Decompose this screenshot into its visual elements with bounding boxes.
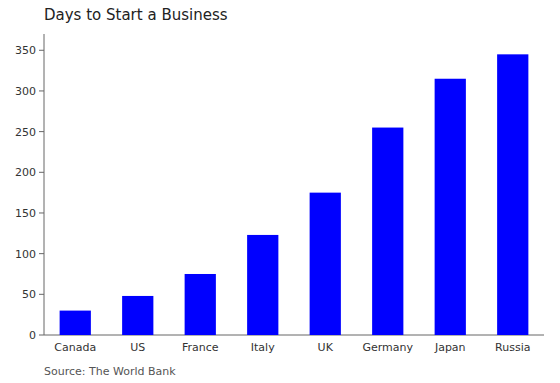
y-tick-label: 0: [29, 329, 36, 342]
bar: [497, 54, 528, 335]
bar: [372, 128, 403, 335]
y-axis: 0 50 100 150 200 250 300 350: [15, 34, 44, 342]
subtitle: Source: The World Bank: [44, 365, 176, 378]
x-tick-label: France: [182, 341, 219, 354]
y-tick: [39, 131, 44, 132]
chart-svg: Days to Start a Business Source: The Worl…: [0, 0, 560, 383]
y-tick-label: 100: [15, 248, 36, 261]
x-tick-label: Japan: [434, 341, 466, 354]
x-tick-label: Russia: [495, 341, 530, 354]
title: Days to Start a Business: [44, 6, 228, 24]
y-tick-label: 150: [15, 207, 36, 220]
x-tick-label: US: [130, 341, 145, 354]
y-tick: [39, 253, 44, 254]
chart-container: Days to Start a Business Source: The Worl…: [0, 0, 560, 383]
y-tick: [39, 335, 44, 336]
x-tick-label: Italy: [251, 341, 275, 354]
y-tick-label: 350: [15, 44, 36, 57]
bar: [122, 296, 153, 335]
bar: [435, 79, 466, 335]
y-tick: [39, 294, 44, 295]
bar: [60, 311, 91, 335]
x-axis-line: [44, 335, 544, 336]
y-tick-label: 250: [15, 126, 36, 139]
bars: [60, 54, 529, 335]
x-tick-label: Germany: [362, 341, 413, 354]
y-tick: [39, 212, 44, 213]
y-tick-label: 200: [15, 166, 36, 179]
x-axis: Canada US France Italy UK Germany Japan Russia: [54, 341, 530, 354]
y-tick-label: 300: [15, 85, 36, 98]
x-tick-label: Canada: [54, 341, 96, 354]
y-tick: [39, 90, 44, 91]
x-tick-label: UK: [318, 341, 334, 354]
bar: [310, 193, 341, 335]
bar: [185, 274, 216, 335]
y-axis-line: [44, 34, 45, 335]
bar: [247, 235, 278, 335]
y-tick: [39, 172, 44, 173]
y-tick-label: 50: [22, 288, 36, 301]
y-tick: [39, 50, 44, 51]
